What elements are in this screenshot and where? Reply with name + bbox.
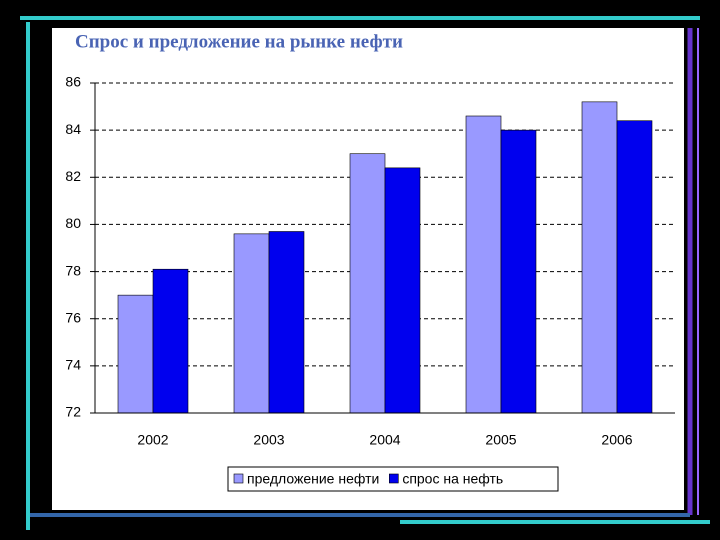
- y-tick-label: 82: [65, 168, 81, 184]
- bar: [581, 101, 618, 414]
- bar: [233, 233, 270, 414]
- x-tick-label: 2004: [369, 432, 400, 448]
- y-tick-label: 80: [65, 215, 81, 231]
- bar: [268, 231, 305, 414]
- bar: [616, 120, 653, 414]
- chart-title: Спрос и предложение на рынке нефти: [75, 31, 403, 52]
- y-tick-label: 78: [65, 262, 81, 278]
- legend-swatch: [233, 473, 244, 484]
- x-tick-label: 2006: [601, 432, 632, 448]
- x-tick-label: 2005: [485, 432, 516, 448]
- plot: 72 74 76 78 80 82 84 86 2002 2003 2004 2005 2006 пред…: [65, 74, 675, 492]
- bar: [500, 129, 537, 414]
- bar: [117, 294, 154, 414]
- legend-label: предложение нефти: [247, 471, 379, 487]
- legend-swatch: [389, 473, 399, 484]
- legend-label: спрос на нефть: [402, 471, 503, 487]
- y-tick-label: 72: [65, 404, 81, 420]
- y-tick-label: 86: [65, 74, 81, 90]
- bar: [349, 153, 386, 414]
- y-tick-label: 76: [65, 309, 81, 325]
- bar: [384, 167, 421, 414]
- y-tick-label: 74: [65, 357, 81, 373]
- bar: [152, 268, 189, 414]
- y-tick-label: 84: [65, 121, 81, 137]
- x-tick-label: 2003: [253, 432, 284, 448]
- bar: [465, 115, 502, 414]
- x-tick-label: 2002: [137, 432, 168, 448]
